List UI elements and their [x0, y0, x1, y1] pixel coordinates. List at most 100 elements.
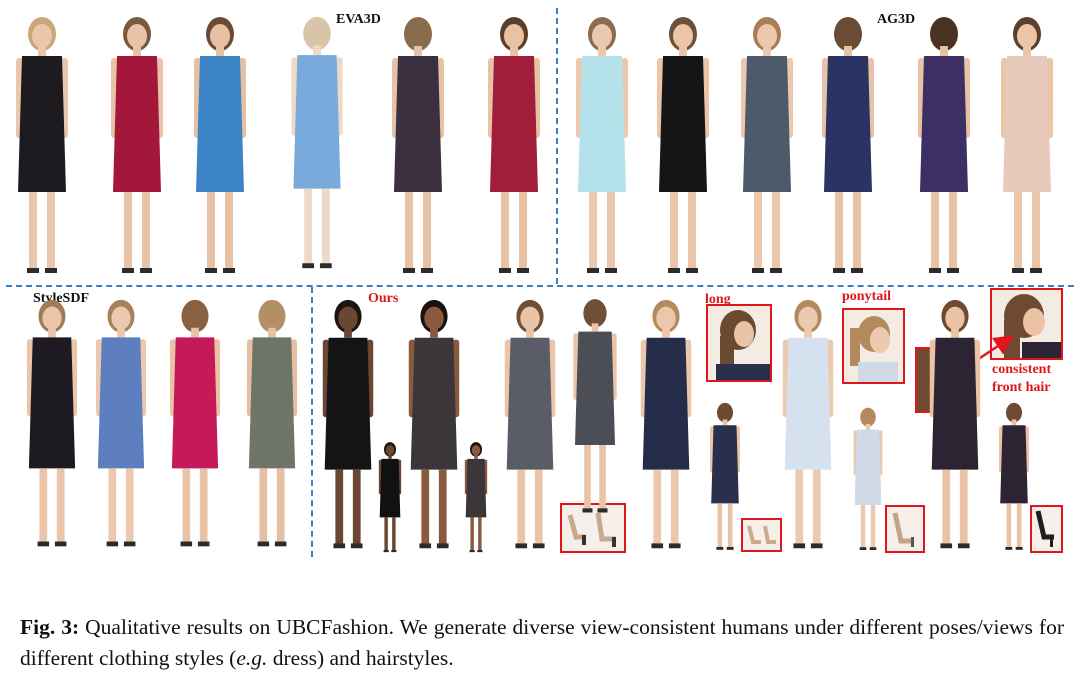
- person-shoe-left: [940, 543, 953, 549]
- person-shoe-right: [140, 268, 152, 273]
- person-leg-right: [478, 517, 482, 551]
- person-shoe-right: [726, 546, 734, 550]
- person-shoe-right: [391, 549, 397, 553]
- person-leg-left: [517, 469, 526, 546]
- person-shoe-right: [54, 541, 67, 547]
- person-neck: [474, 454, 478, 459]
- person-shoe-right: [770, 268, 782, 273]
- person-leg-left: [860, 505, 866, 549]
- person-leg-right: [812, 469, 821, 546]
- person-shoe-left: [122, 268, 134, 273]
- annotation-long: long: [705, 292, 731, 307]
- person-shoe-left: [37, 541, 50, 547]
- person-shoe-right: [1030, 268, 1042, 273]
- person-dress: [196, 56, 244, 192]
- person-leg-left: [304, 188, 313, 266]
- person-neck: [191, 327, 199, 338]
- person-shoe-right: [477, 549, 483, 553]
- person-neck: [951, 327, 959, 338]
- person-shoe-right: [957, 543, 970, 549]
- person-neck: [662, 327, 670, 338]
- person-shoe-right: [274, 541, 287, 547]
- person-shoe-left: [383, 549, 389, 553]
- figure-caption: Fig. 3: Qualitative results on UBCFashio…: [20, 612, 1064, 674]
- person-leg-right: [125, 468, 134, 544]
- person-shoe-left: [419, 543, 432, 549]
- person-face: [592, 24, 612, 48]
- person-shoe-left: [469, 549, 475, 553]
- annotation-ponytail: ponytail: [842, 289, 892, 304]
- person-leg-right: [1016, 503, 1022, 549]
- person-shoe-right: [319, 263, 332, 269]
- person-neck: [268, 327, 276, 338]
- person-shoe-right: [810, 543, 823, 549]
- person-leg-left: [124, 192, 132, 270]
- person-leg-left: [259, 468, 268, 544]
- person-leg-right: [199, 468, 208, 544]
- person-dress: [743, 56, 791, 192]
- person-leg-right: [352, 469, 361, 546]
- person-shoe-left: [515, 543, 528, 549]
- person-shoe-left: [859, 547, 867, 550]
- person-neck: [414, 46, 422, 56]
- person-neck: [940, 46, 948, 56]
- person-face: [504, 24, 524, 48]
- person-dress: [324, 337, 372, 470]
- person-dress: [931, 337, 979, 470]
- person-neck: [388, 454, 392, 459]
- person-face: [111, 306, 131, 330]
- person-leg-left: [942, 469, 951, 546]
- annotation-consistent-line2: front hair: [992, 380, 1051, 395]
- person-leg-left: [835, 192, 843, 270]
- person-shoe-left: [257, 541, 270, 547]
- person-leg-right: [519, 192, 527, 270]
- person-dress: [394, 56, 442, 192]
- person-leg-left: [421, 469, 430, 546]
- zoom-box-shoes-3: [885, 505, 925, 553]
- person-neck: [865, 423, 871, 430]
- person-leg-left: [207, 192, 215, 270]
- person-dress: [854, 429, 882, 505]
- person-dress: [824, 56, 872, 192]
- person-leg-left: [754, 192, 762, 270]
- person-face: [757, 24, 777, 48]
- generated-humans: [16, 16, 1053, 553]
- zoom-box-long-hair: [706, 304, 772, 382]
- person-hair: [258, 299, 286, 333]
- person-leg-right: [423, 192, 431, 270]
- caption-label: Fig. 3:: [20, 615, 80, 639]
- person-shoe-left: [716, 546, 724, 550]
- person-shoe-right: [597, 508, 608, 513]
- person-shoe-right: [947, 268, 959, 273]
- person-shoe-right: [197, 541, 210, 547]
- person-leg-right: [276, 468, 285, 544]
- person-dress: [1003, 56, 1051, 192]
- person-dress: [784, 337, 832, 470]
- person-shoe-right: [869, 547, 877, 550]
- person-neck: [804, 327, 812, 338]
- person-leg-right: [853, 192, 861, 270]
- person-hair: [303, 16, 331, 51]
- panel-label-ours: Ours: [368, 291, 399, 306]
- person-leg-left: [1014, 192, 1022, 270]
- person-shoe-left: [587, 268, 599, 273]
- zoom-box-front-hair-top: [990, 288, 1063, 360]
- person-shoe-right: [851, 268, 863, 273]
- person-shoe-left: [302, 263, 315, 269]
- person-shoe-right: [517, 268, 529, 273]
- person-neck: [133, 46, 141, 56]
- person-shoe-left: [929, 268, 941, 273]
- person-dress: [490, 56, 538, 192]
- person-leg-right: [47, 192, 55, 270]
- person-leg-left: [405, 192, 413, 270]
- person-neck: [598, 46, 606, 56]
- person-shoe-left: [582, 508, 593, 513]
- person-hair: [1005, 402, 1023, 423]
- person-leg-right: [225, 192, 233, 270]
- person-neck: [526, 327, 534, 338]
- person-neck: [117, 327, 125, 338]
- zoom-box-shoes-1: [560, 503, 626, 553]
- panel-label-eva3d: EVA3D: [336, 12, 381, 27]
- person-hair: [181, 299, 209, 333]
- person-dress: [659, 56, 707, 192]
